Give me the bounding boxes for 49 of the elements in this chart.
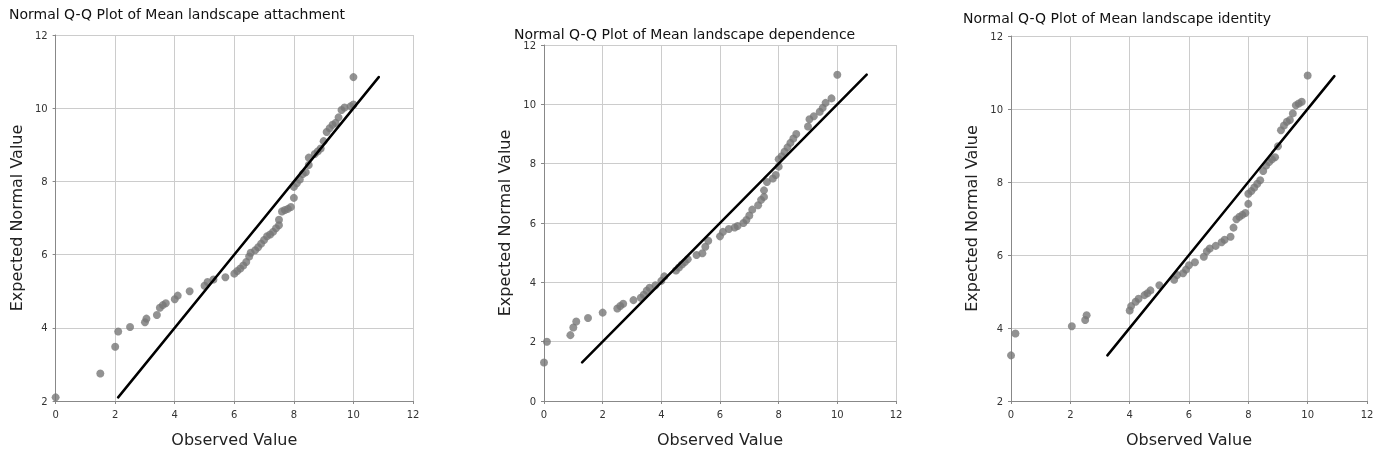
y-tick-label: 2 <box>41 395 48 407</box>
x-tick-label: 6 <box>716 408 724 420</box>
x-tick-label: 10 <box>347 408 360 420</box>
x-tick-label: 8 <box>775 408 782 420</box>
x-tick-label: 2 <box>1067 408 1074 420</box>
chart-title: Normal Q-Q Plot of Mean landscape identity <box>963 10 1272 26</box>
y-axis-title: Expected Normal Value <box>961 125 981 312</box>
y-tick-label: 6 <box>529 217 536 229</box>
y-axis-title: Expected Normal Value <box>6 124 26 312</box>
y-tick-label: 4 <box>996 322 1003 334</box>
chart-title: Normal Q-Q Plot of Mean landscape attachment <box>9 6 346 22</box>
x-tick-label: 4 <box>171 408 178 420</box>
y-tick-label: 6 <box>996 249 1003 261</box>
x-tick-label: 10 <box>1301 408 1315 420</box>
y-tick-label: 8 <box>529 158 536 170</box>
x-tick-label: 8 <box>1245 408 1252 420</box>
y-tick-label: 12 <box>34 29 48 41</box>
y-tick-label: 0 <box>529 395 536 407</box>
x-tick-label: 10 <box>830 408 844 420</box>
x-tick-label: 6 <box>231 408 238 420</box>
y-tick-label: 12 <box>523 39 536 51</box>
x-tick-label: 8 <box>290 408 298 420</box>
y-tick-label: 4 <box>41 322 48 334</box>
x-axis-title: Observed Value <box>657 429 783 449</box>
y-tick-label: 2 <box>996 395 1003 407</box>
y-tick-label: 12 <box>990 30 1003 42</box>
y-tick-label: 6 <box>41 249 48 261</box>
y-axis-title: Expected Normal Value <box>494 129 514 317</box>
x-tick-label: 0 <box>52 408 59 420</box>
x-tick-label: 2 <box>112 408 119 420</box>
y-tick-label: 8 <box>41 175 48 187</box>
x-axis-title: Observed Value <box>171 429 298 449</box>
x-tick-label: 6 <box>1185 408 1193 420</box>
x-tick-label: 0 <box>1007 408 1015 420</box>
x-tick-label: 4 <box>658 408 665 420</box>
x-tick-label: 2 <box>599 408 606 420</box>
x-axis-title: Observed Value <box>1126 429 1252 449</box>
x-tick-label: 0 <box>540 408 548 420</box>
chart-title: Normal Q-Q Plot of Mean landscape dependence <box>514 26 856 42</box>
x-tick-label: 12 <box>1360 408 1374 420</box>
x-tick-label: 4 <box>1126 408 1133 420</box>
y-tick-label: 10 <box>34 102 48 114</box>
y-tick-label: 2 <box>529 336 536 348</box>
y-tick-label: 10 <box>523 98 536 110</box>
x-tick-label: 12 <box>406 408 420 420</box>
y-tick-label: 10 <box>990 103 1003 115</box>
y-tick-label: 4 <box>529 276 536 288</box>
y-tick-label: 8 <box>996 176 1003 188</box>
x-tick-label: 12 <box>889 408 903 420</box>
